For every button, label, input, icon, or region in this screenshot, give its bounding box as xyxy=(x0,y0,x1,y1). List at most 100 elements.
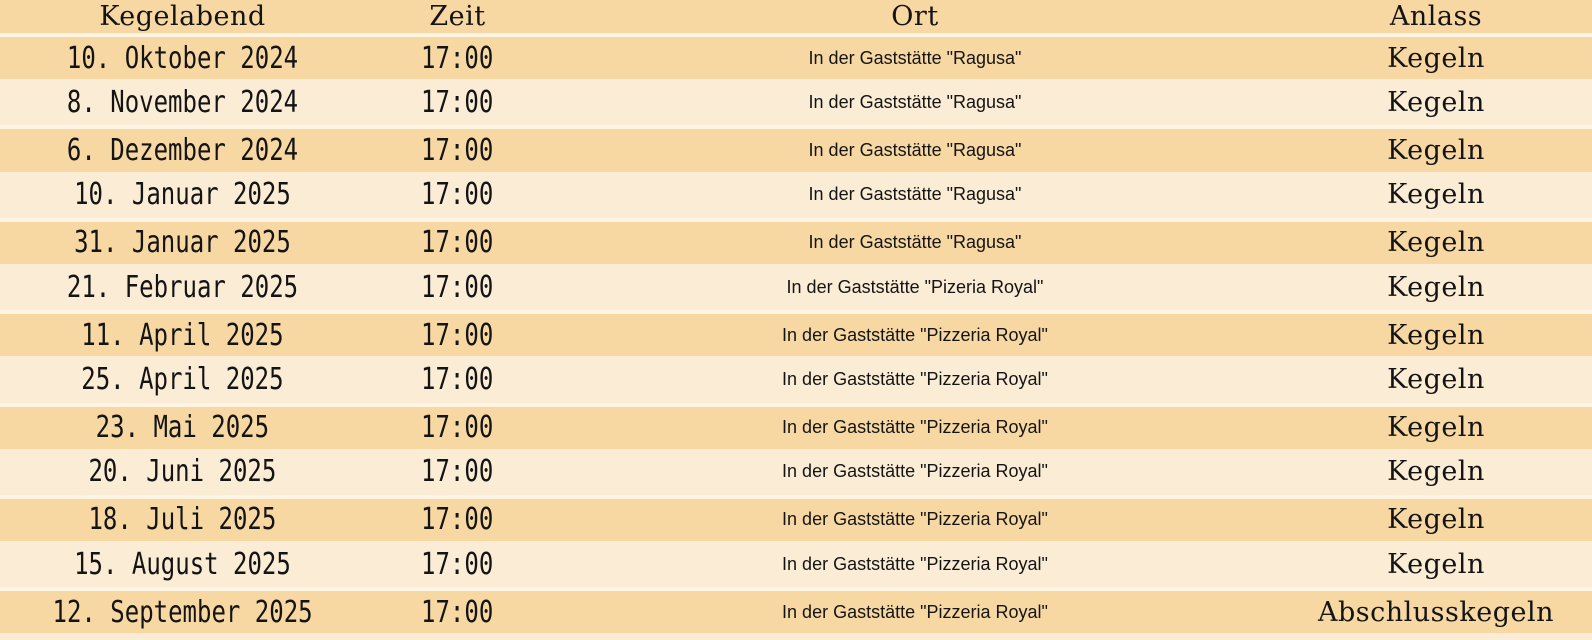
anlass-text: Kegeln xyxy=(1387,456,1485,488)
anlass-text: Kegeln xyxy=(1387,271,1485,303)
time-cell: 17:00 xyxy=(365,499,550,541)
table-row: 15. August 2025 17:00 In der Gaststätte … xyxy=(0,541,1592,588)
date-cell: 8. November 2024 xyxy=(0,79,365,125)
ort-text: In der Gaststätte "Ragusa" xyxy=(808,232,1022,253)
time-text: 17:00 xyxy=(421,594,494,630)
anlass-cell: Kegeln xyxy=(1280,499,1592,541)
anlass-text: Kegeln xyxy=(1387,42,1485,74)
ort-cell: In der Gaststätte "Pizzeria Royal" xyxy=(550,499,1280,541)
anlass-cell: Kegeln xyxy=(1280,449,1592,495)
date-cell: 18. Juli 2025 xyxy=(0,499,365,541)
time-text: 17:00 xyxy=(421,361,494,397)
anlass-text: Kegeln xyxy=(1387,412,1485,444)
table-row: 11. April 2025 17:00 In der Gaststätte "… xyxy=(0,310,1592,357)
anlass-cell: Abschlusskegeln xyxy=(1280,591,1592,633)
time-text: 17:00 xyxy=(421,317,494,353)
ort-text: In der Gaststätte "Ragusa" xyxy=(808,184,1022,205)
date-cell: 12. September 2025 xyxy=(0,591,365,633)
date-text: 31. Januar 2025 xyxy=(74,225,291,261)
ort-cell: In der Gaststätte "Ragusa" xyxy=(550,172,1280,218)
time-text: 17:00 xyxy=(421,502,494,538)
date-cell: 31. Januar 2025 xyxy=(0,222,365,264)
time-cell: 17:00 xyxy=(365,591,550,633)
table-row: 8. November 2024 17:00 In der Gaststätte… xyxy=(0,79,1592,126)
date-cell: 25. April 2025 xyxy=(0,356,365,402)
anlass-text: Kegeln xyxy=(1387,319,1485,351)
date-text: 10. Januar 2025 xyxy=(74,177,291,213)
ort-text: In der Gaststätte "Pizzeria Royal" xyxy=(782,368,1048,389)
table-row: 10. Januar 2025 17:00 In der Gaststätte … xyxy=(0,171,1592,218)
table-row: 10. Oktober 2024 17:00 In der Gaststätte… xyxy=(0,33,1592,80)
time-cell: 17:00 xyxy=(365,541,550,587)
table-row: 6. Dezember 2024 17:00 In der Gaststätte… xyxy=(0,125,1592,172)
time-cell: 17:00 xyxy=(365,407,550,449)
date-cell: 10. Oktober 2024 xyxy=(0,37,365,79)
time-text: 17:00 xyxy=(421,177,494,213)
date-cell: 6. Dezember 2024 xyxy=(0,129,365,171)
date-text: 18. Juli 2025 xyxy=(88,502,277,538)
date-text: 21. Februar 2025 xyxy=(66,269,299,305)
date-text: 12. September 2025 xyxy=(52,594,313,630)
ort-cell: In der Gaststätte "Pizzeria Royal" xyxy=(550,449,1280,495)
table-row: 25. April 2025 17:00 In der Gaststätte "… xyxy=(0,356,1592,403)
ort-text: In der Gaststätte "Pizzeria Royal" xyxy=(782,509,1048,530)
date-cell: 15. August 2025 xyxy=(0,541,365,587)
ort-cell: In der Gaststätte "Pizzeria Royal" xyxy=(550,591,1280,633)
time-text: 17:00 xyxy=(421,269,494,305)
anlass-text: Kegeln xyxy=(1387,363,1485,395)
date-cell: 21. Februar 2025 xyxy=(0,264,365,310)
table-row: 21. Februar 2025 17:00 In der Gaststätte… xyxy=(0,263,1592,311)
header-ort: Ort xyxy=(891,1,939,32)
time-cell: 17:00 xyxy=(365,449,550,495)
anlass-cell: Kegeln xyxy=(1280,264,1592,310)
header-kegelabend: Kegelabend xyxy=(99,1,266,32)
time-cell: 17:00 xyxy=(365,172,550,218)
ort-cell: In der Gaststätte "Pizzeria Royal" xyxy=(550,541,1280,587)
ort-cell: In der Gaststätte "Pizzeria Royal" xyxy=(550,407,1280,449)
anlass-cell: Kegeln xyxy=(1280,37,1592,79)
ort-text: In der Gaststätte "Pizeria Royal" xyxy=(786,276,1044,297)
date-text: 11. April 2025 xyxy=(81,317,284,353)
ort-cell: In der Gaststätte "Pizzeria Royal" xyxy=(550,356,1280,402)
table-row: 20. Juni 2025 17:00 In der Gaststätte "P… xyxy=(0,448,1592,495)
ort-text: In der Gaststätte "Pizzeria Royal" xyxy=(782,461,1048,482)
time-text: 17:00 xyxy=(421,84,494,120)
anlass-cell: Kegeln xyxy=(1280,79,1592,125)
time-text: 17:00 xyxy=(421,225,494,261)
anlass-cell: Kegeln xyxy=(1280,222,1592,264)
anlass-text: Kegeln xyxy=(1387,227,1485,259)
ort-text: In der Gaststätte "Pizzeria Royal" xyxy=(782,324,1048,345)
date-cell: 11. April 2025 xyxy=(0,314,365,356)
time-text: 17:00 xyxy=(421,132,494,168)
ort-cell: In der Gaststätte "Ragusa" xyxy=(550,37,1280,79)
ort-text: In der Gaststätte "Ragusa" xyxy=(808,91,1022,112)
ort-cell: In der Gaststätte "Ragusa" xyxy=(550,129,1280,171)
anlass-text: Kegeln xyxy=(1387,179,1485,211)
table-row: 23. Mai 2025 17:00 In der Gaststätte "Pi… xyxy=(0,402,1592,449)
table-row: 18. Juli 2025 17:00 In der Gaststätte "P… xyxy=(0,494,1592,542)
ort-text: In der Gaststätte "Ragusa" xyxy=(808,139,1022,160)
time-text: 17:00 xyxy=(421,454,494,490)
time-cell: 17:00 xyxy=(365,222,550,264)
date-text: 25. April 2025 xyxy=(81,361,284,397)
header-zeit: Zeit xyxy=(429,1,486,32)
anlass-text: Abschlusskegeln xyxy=(1317,596,1554,628)
date-cell: 23. Mai 2025 xyxy=(0,407,365,449)
anlass-cell: Kegeln xyxy=(1280,407,1592,449)
anlass-text: Kegeln xyxy=(1387,548,1485,580)
table-header-row: Kegelabend Zeit Ort Anlass xyxy=(0,0,1592,33)
anlass-cell: Kegeln xyxy=(1280,129,1592,171)
anlass-cell: Kegeln xyxy=(1280,172,1592,218)
ort-text: In der Gaststätte "Pizzeria Royal" xyxy=(782,417,1048,438)
ort-text: In der Gaststätte "Pizzeria Royal" xyxy=(782,553,1048,574)
header-anlass: Anlass xyxy=(1389,1,1483,32)
anlass-cell: Kegeln xyxy=(1280,356,1592,402)
table-row: 31. Januar 2025 17:00 In der Gaststätte … xyxy=(0,217,1592,264)
ort-text: In der Gaststätte "Ragusa" xyxy=(808,47,1022,68)
ort-text: In der Gaststätte "Pizzeria Royal" xyxy=(782,601,1048,622)
date-text: 6. Dezember 2024 xyxy=(66,132,299,168)
date-text: 20. Juni 2025 xyxy=(88,454,277,490)
time-cell: 17:00 xyxy=(365,356,550,402)
anlass-text: Kegeln xyxy=(1387,86,1485,118)
